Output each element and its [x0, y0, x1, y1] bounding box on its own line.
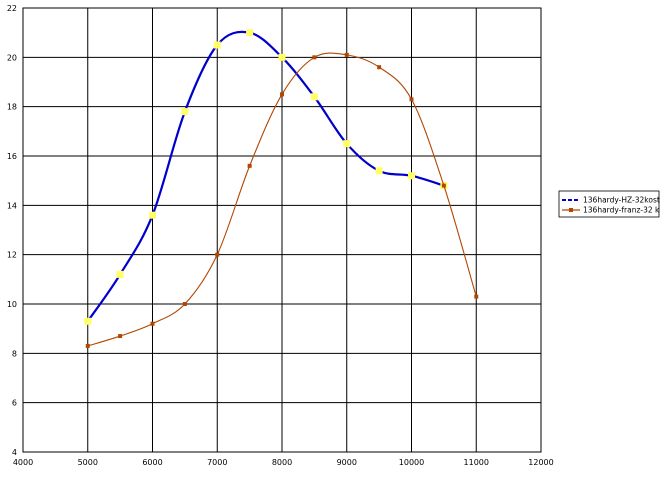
- data-point-series-2: [377, 65, 382, 70]
- y-tick-label: 10: [7, 300, 17, 309]
- y-tick-label: 12: [7, 251, 17, 260]
- y-tick-label: 20: [7, 53, 17, 62]
- legend-box: [558, 190, 660, 218]
- x-tick-label: 12000: [528, 458, 553, 467]
- data-point-series-1: [278, 53, 286, 61]
- x-tick-label: 8000: [272, 458, 292, 467]
- data-point-series-2: [344, 52, 349, 57]
- y-tick-label: 22: [7, 4, 17, 13]
- legend-label-series-2: 136hardy-franz-32 k: [583, 206, 660, 215]
- data-point-series-2: [312, 55, 317, 60]
- data-point-series-1: [246, 29, 254, 37]
- data-point-series-2: [182, 302, 187, 306]
- series-group: [84, 29, 479, 348]
- data-point-series-1: [408, 172, 415, 180]
- data-point-series-2: [85, 343, 90, 348]
- data-point-series-2: [441, 183, 446, 188]
- y-tick-label: 4: [12, 448, 17, 457]
- legend-label-series-1: 136hardy-HZ-32kost: [583, 196, 660, 205]
- data-point-series-1: [149, 211, 156, 219]
- x-axis-ticks: 4000 5000 6000 7000 8000 9000 10000 11000 12000: [13, 458, 554, 467]
- x-tick-label: 9000: [337, 458, 357, 467]
- data-point-series-2: [118, 334, 123, 339]
- data-point-series-2: [215, 252, 220, 257]
- data-point-series-2: [409, 97, 414, 102]
- data-point-series-2: [474, 294, 479, 299]
- data-point-series-2: [280, 92, 284, 97]
- legend-marker-series-2: [569, 208, 573, 212]
- data-point-series-1: [116, 270, 124, 278]
- y-tick-label: 8: [12, 349, 17, 358]
- legend: 136hardy-HZ-32kost 136hardy-franz-32 k: [558, 190, 660, 218]
- data-point-series-1: [375, 167, 383, 175]
- plot-border: [22, 7, 542, 453]
- x-tick-label: 7000: [207, 458, 227, 467]
- y-tick-label: 18: [7, 103, 17, 112]
- data-point-series-1: [310, 93, 318, 101]
- x-tick-label: 6000: [142, 458, 162, 467]
- y-tick-label: 14: [7, 201, 17, 210]
- data-point-series-2: [150, 321, 155, 326]
- y-tick-label: 6: [12, 399, 17, 408]
- x-tick-label: 4000: [13, 458, 33, 467]
- x-tick-label: 11000: [464, 458, 489, 467]
- data-point-series-1: [213, 41, 221, 49]
- x-tick-label: 5000: [78, 458, 98, 467]
- data-point-series-1: [84, 317, 92, 325]
- data-point-series-1: [181, 108, 189, 116]
- y-tick-label: 16: [7, 152, 17, 161]
- data-point-series-1: [343, 140, 351, 148]
- data-point-series-2: [247, 163, 252, 168]
- x-tick-label: 10000: [399, 458, 424, 467]
- y-axis-ticks: 4 6 8 10 12 14 16 18 20 22: [7, 4, 17, 457]
